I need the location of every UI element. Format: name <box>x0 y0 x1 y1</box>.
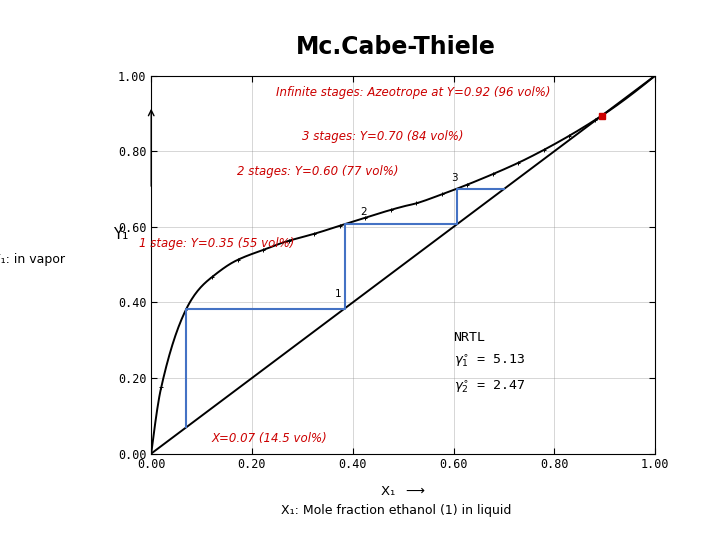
Text: 1 stage: Y=0.35 (55 vol%): 1 stage: Y=0.35 (55 vol%) <box>139 237 294 251</box>
Text: 11: 11 <box>18 519 35 532</box>
Text: X₁: Mole fraction ethanol (1) in liquid: X₁: Mole fraction ethanol (1) in liquid <box>281 504 511 517</box>
Text: 2 stages: Y=0.60 (77 vol%): 2 stages: Y=0.60 (77 vol%) <box>237 165 398 179</box>
Text: ■ NTNU: ■ NTNU <box>634 519 689 532</box>
Text: Mc.Cabe-Thiele: Mc.Cabe-Thiele <box>296 35 496 59</box>
Text: Y₁: in vapor: Y₁: in vapor <box>0 253 65 266</box>
Text: Infinite stages: Azeotrope at Y=0.92 (96 vol%): Infinite stages: Azeotrope at Y=0.92 (96… <box>276 86 551 99</box>
Text: Y₁: Y₁ <box>113 227 129 242</box>
Text: X=0.07 (14.5 vol%): X=0.07 (14.5 vol%) <box>212 432 328 445</box>
Text: 2: 2 <box>360 207 367 217</box>
Text: 1: 1 <box>335 288 342 299</box>
Text: 3 stages: Y=0.70 (84 vol%): 3 stages: Y=0.70 (84 vol%) <box>302 130 464 143</box>
Text: X₁  $\longrightarrow$: X₁ $\longrightarrow$ <box>380 485 426 498</box>
Text: NRTL
$\gamma_1^{\circ}$ = 5.13
$\gamma_2^{\circ}$ = 2.47: NRTL $\gamma_1^{\circ}$ = 5.13 $\gamma_2… <box>454 331 525 395</box>
Text: 3: 3 <box>451 173 458 184</box>
